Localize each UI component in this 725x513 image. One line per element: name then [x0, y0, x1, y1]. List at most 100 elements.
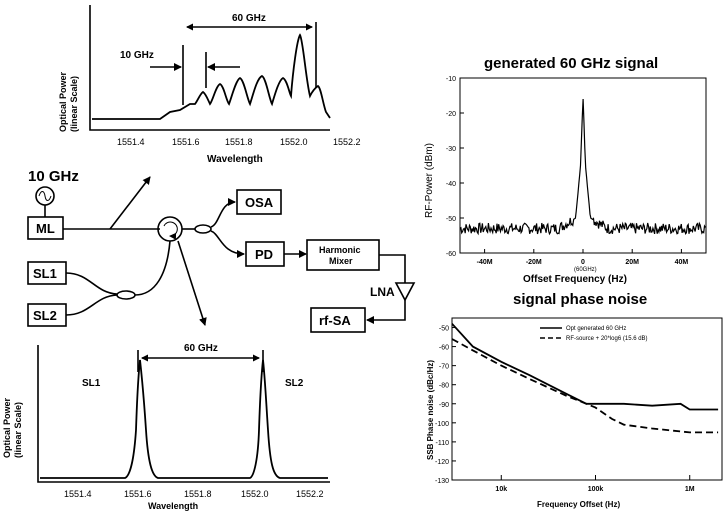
rf-series-line — [459, 98, 706, 236]
rf-chart-xticks: -40M -20M 0 20M 40M — [477, 249, 689, 266]
pn-series-dashed — [451, 338, 719, 434]
lna-amplifier-icon — [394, 282, 416, 302]
rf-xtick-label: 0 — [581, 259, 585, 266]
rf-xtick-label: 40M — [675, 259, 689, 266]
pn-xtick-label: 1M — [685, 486, 695, 493]
bottom-peak-sl2: SL2 — [285, 378, 304, 389]
top-60ghz-label: 60 GHz — [232, 13, 266, 24]
pn-chart-ylabel: SSB Phase noise (dBc/Hz) — [426, 360, 435, 460]
bottom-spectrum-ylabel-2: (linear Scale) — [13, 402, 23, 458]
block-sl1-label: SL1 — [33, 266, 57, 281]
block-rfsa — [310, 307, 366, 333]
arrow-to-bottom-spectrum — [177, 240, 207, 326]
block-ml — [27, 216, 64, 240]
rf-chart-xlabel: Offset Frequency (Hz) — [523, 274, 627, 285]
bottom-spectrum-frame — [37, 345, 330, 483]
link-coupler-circulator — [134, 240, 171, 296]
top-xtick-4: 1552.0 — [280, 137, 308, 147]
top-spectrum-frame — [89, 5, 330, 131]
pn-chart-xticks: 10k 100k 1M — [495, 475, 695, 493]
top-spectrum-trace — [92, 33, 331, 120]
block-osa-label: OSA — [245, 195, 274, 210]
pn-ytick-label: -50 — [439, 326, 449, 333]
top-xtick-5: 1552.2 — [333, 137, 361, 147]
pn-ytick-label: -100 — [435, 421, 449, 428]
block-pd-label: PD — [255, 247, 273, 262]
pn-xtick-label: 10k — [495, 486, 507, 493]
top-spectrum-ylabel-1: Optical Power — [58, 71, 68, 132]
pn-chart-xlabel: Frequency Offset (Hz) — [537, 500, 620, 509]
rf-ytick-label: -60 — [446, 251, 456, 258]
block-mixer-label-1: Harmonic — [319, 245, 361, 255]
rf-ytick-label: -10 — [446, 76, 456, 83]
pn-chart-yticks: -50 -60 -70 -80 -90 -100 -110 -120 -130 — [435, 326, 456, 485]
rf-xtick-label: 20M — [625, 259, 639, 266]
bottom-peak-sl1: SL1 — [82, 378, 101, 389]
bottom-xtick-3: 1551.8 — [184, 489, 212, 499]
phase-noise-chart: signal phase noise -50 -60 -70 -80 -90 -100 -1… — [426, 291, 723, 509]
top-xtick-1: 1551.4 — [117, 137, 145, 147]
bottom-60ghz-label: 60 GHz — [184, 343, 218, 354]
pn-ytick-label: -60 — [439, 345, 449, 352]
rf-xtick-label: -20M — [526, 259, 542, 266]
block-ml-label: ML — [36, 221, 55, 236]
block-pd — [245, 241, 285, 267]
rf-chart-ylabel: RF-Power (dBm) — [424, 143, 435, 218]
link-sl1-coupler — [65, 272, 118, 295]
link-coupler-pd — [210, 230, 245, 258]
source-label: 10 GHz — [28, 168, 79, 185]
top-spectrum: Optical Power (linear Scale) 60 GHz 10 G… — [58, 5, 361, 165]
rf-chart-yticks: -10 -20 -30 -40 -50 -60 — [446, 76, 464, 258]
rf-chart-center-label: (60GHz) — [574, 267, 597, 273]
bottom-spectrum-trace — [40, 359, 328, 479]
pn-chart-frame — [451, 317, 723, 481]
arrow-to-top-spectrum — [109, 176, 151, 230]
rf-chart-series — [459, 98, 706, 236]
pn-ytick-label: -80 — [439, 383, 449, 390]
bottom-xtick-4: 1552.0 — [241, 489, 269, 499]
bottom-xlabel: Wavelength — [148, 501, 198, 511]
coupler-bottom — [116, 290, 136, 300]
rf-ytick-label: -30 — [446, 146, 456, 153]
bottom-xtick-2: 1551.6 — [124, 489, 152, 499]
pn-chart-series — [451, 323, 719, 434]
pn-ytick-label: -70 — [439, 364, 449, 371]
circulator-icon — [157, 216, 183, 242]
top-xlabel: Wavelength — [207, 154, 263, 165]
top-spectrum-ylabel-2: (linear Scale) — [69, 76, 79, 132]
circulator-arrow-icon — [163, 221, 178, 240]
pn-ytick-label: -110 — [436, 440, 450, 447]
pn-legend-label-1: RF-source + 20*log6 (15.6 dB) — [566, 336, 648, 342]
block-rfsa-label: rf-SA — [319, 313, 351, 328]
link-lna-rfsa — [366, 300, 406, 324]
rf-spectrum-chart: generated 60 GHz signal -10-20-30-40-50-… — [424, 55, 707, 285]
pn-legend-label-0: Opt generated 60 GHz — [566, 326, 626, 332]
pn-chart-title: signal phase noise — [513, 291, 647, 308]
pn-series-solid — [451, 323, 719, 411]
bottom-spectrum: Optical Power (linear Scale) 60 GHz SL1 … — [2, 343, 330, 511]
link-sl2-coupler — [65, 294, 118, 316]
coupler-top — [194, 224, 212, 234]
top-10ghz-label: 10 GHz — [120, 50, 154, 61]
block-osa — [236, 189, 282, 215]
pn-ytick-label: -120 — [435, 459, 449, 466]
lna-label: LNA — [370, 285, 395, 299]
bottom-xtick-5: 1552.2 — [296, 489, 324, 499]
rf-chart-title: generated 60 GHz signal — [484, 55, 658, 72]
link-mixer-lna — [379, 254, 406, 283]
bottom-xtick-1: 1551.4 — [64, 489, 92, 499]
rf-source-sine — [38, 191, 52, 201]
setup-diagram: 10 GHz ML OSA PD Harmonic Mixer LNA rf — [27, 168, 416, 333]
block-mixer-label-2: Mixer — [329, 256, 353, 266]
bottom-spectrum-ylabel-1: Optical Power — [2, 397, 12, 458]
rf-ytick-label: -20 — [446, 111, 456, 118]
top-xtick-3: 1551.8 — [225, 137, 253, 147]
block-mixer — [306, 239, 380, 271]
pn-legend: Opt generated 60 GHz RF-source + 20*log6… — [540, 326, 648, 342]
link-coupler-osa — [210, 198, 236, 228]
top-xtick-2: 1551.6 — [172, 137, 200, 147]
rf-ytick-label: -40 — [446, 181, 456, 188]
block-sl2-label: SL2 — [33, 308, 57, 323]
pn-xtick-label: 100k — [588, 486, 604, 493]
